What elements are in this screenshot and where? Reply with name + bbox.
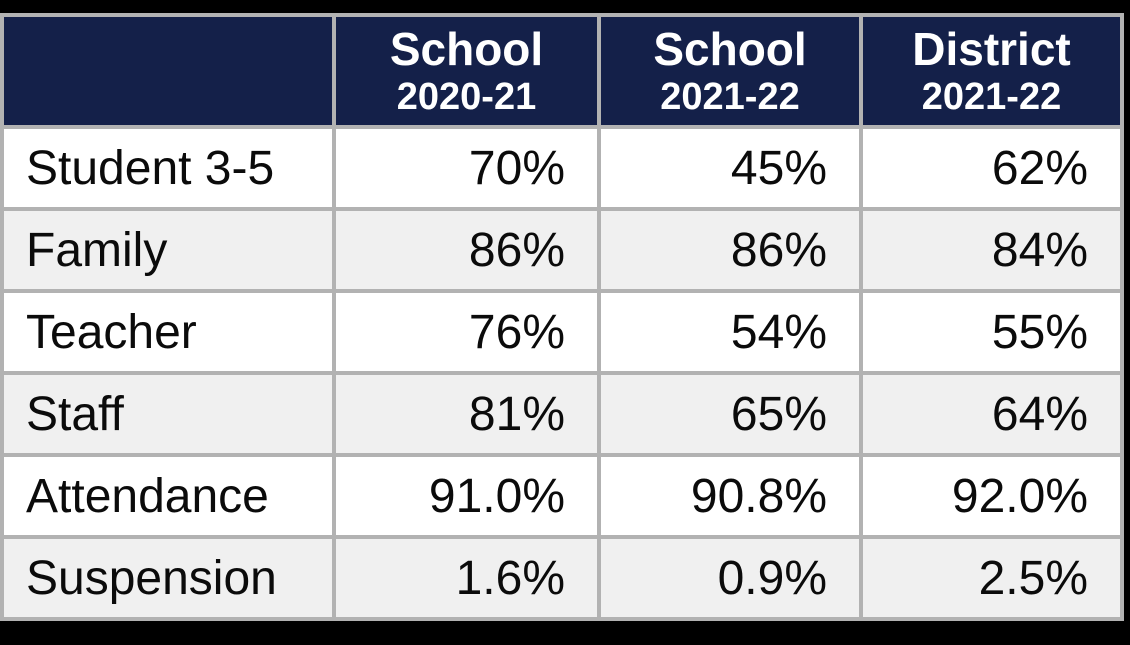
header-row: School 2020-21 School 2021-22 District 2… bbox=[4, 17, 1120, 125]
cell-value: 90.8% bbox=[601, 457, 859, 535]
table-row-student-3-5: Student 3-5 70% 45% 62% bbox=[4, 129, 1120, 207]
row-label: Staff bbox=[4, 375, 332, 453]
cell-value: 2.5% bbox=[863, 539, 1120, 617]
column-header-line2: 2021-22 bbox=[921, 76, 1062, 118]
column-header-school-2021-22: School 2021-22 bbox=[601, 17, 859, 125]
row-label: Suspension bbox=[4, 539, 332, 617]
row-label: Student 3-5 bbox=[4, 129, 332, 207]
cell-value: 62% bbox=[863, 129, 1120, 207]
column-header-blank bbox=[4, 17, 332, 125]
survey-results-table: School 2020-21 School 2021-22 District 2… bbox=[0, 13, 1124, 621]
column-header-line1: District bbox=[912, 23, 1071, 75]
column-header-district-2021-22: District 2021-22 bbox=[863, 17, 1120, 125]
cell-value: 65% bbox=[601, 375, 859, 453]
column-header-school-2020-21: School 2020-21 bbox=[336, 17, 597, 125]
cell-value: 84% bbox=[863, 211, 1120, 289]
table-row-attendance: Attendance 91.0% 90.8% 92.0% bbox=[4, 457, 1120, 535]
column-header-line1: School bbox=[389, 23, 544, 75]
cell-value: 92.0% bbox=[863, 457, 1120, 535]
cell-value: 55% bbox=[863, 293, 1120, 371]
column-header-line2: 2021-22 bbox=[660, 76, 800, 118]
cell-value: 86% bbox=[601, 211, 859, 289]
row-label: Family bbox=[4, 211, 332, 289]
cell-value: 70% bbox=[336, 129, 597, 207]
row-label: Attendance bbox=[4, 457, 332, 535]
table-row-teacher: Teacher 76% 54% 55% bbox=[4, 293, 1120, 371]
table-row-staff: Staff 81% 65% 64% bbox=[4, 375, 1120, 453]
cell-value: 45% bbox=[601, 129, 859, 207]
cell-value: 86% bbox=[336, 211, 597, 289]
cell-value: 76% bbox=[336, 293, 597, 371]
table-row-family: Family 86% 86% 84% bbox=[4, 211, 1120, 289]
row-label: Teacher bbox=[4, 293, 332, 371]
cell-value: 54% bbox=[601, 293, 859, 371]
cell-value: 64% bbox=[863, 375, 1120, 453]
cell-value: 81% bbox=[336, 375, 597, 453]
cell-value: 1.6% bbox=[336, 539, 597, 617]
cell-value: 91.0% bbox=[336, 457, 597, 535]
column-header-line1: School bbox=[653, 23, 807, 75]
cell-value: 0.9% bbox=[601, 539, 859, 617]
table-row-suspension: Suspension 1.6% 0.9% 2.5% bbox=[4, 539, 1120, 617]
column-header-line2: 2020-21 bbox=[396, 76, 537, 118]
